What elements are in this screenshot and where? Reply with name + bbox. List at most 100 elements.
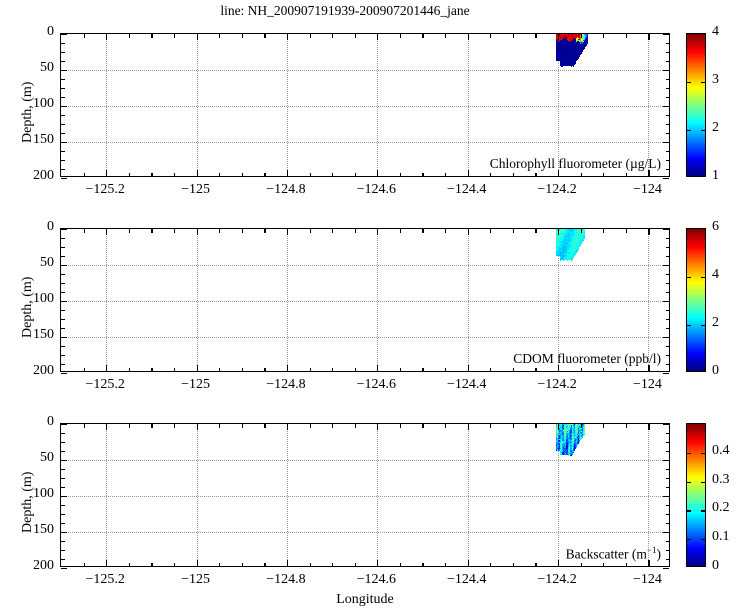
colorbar-tick xyxy=(687,82,691,84)
x-tick-major xyxy=(196,34,198,40)
x-tick-minor xyxy=(173,34,176,38)
gridline-vertical xyxy=(106,34,108,176)
y-tick-major xyxy=(663,424,669,426)
y-tick-major xyxy=(663,178,669,180)
y-tick-major xyxy=(663,373,669,375)
panel-annotation-1: Chlorophyll fluorometer (µg/L) xyxy=(489,156,661,171)
axes-frame-2: CDOM fluorometer (ppb/l) xyxy=(60,228,670,375)
y-tick-label: 50 xyxy=(40,450,54,465)
gridline-vertical xyxy=(648,229,650,371)
x-tick-minor xyxy=(173,229,176,233)
x-tick-minor xyxy=(603,367,605,371)
x-tick-minor xyxy=(512,562,515,566)
x-tick-minor xyxy=(603,424,605,428)
y-tick-minor xyxy=(665,79,669,81)
x-tick-minor xyxy=(625,367,627,371)
y-tick-minor xyxy=(665,169,669,171)
x-tick-label: −124.4 xyxy=(446,572,487,587)
x-tick-major xyxy=(558,229,560,235)
x-tick-major xyxy=(286,424,289,430)
x-tick-major xyxy=(106,34,108,40)
x-tick-minor xyxy=(219,229,221,233)
y-tick-minor xyxy=(665,310,669,312)
y-tick-label: 50 xyxy=(40,60,54,75)
y-tick-major xyxy=(61,301,67,303)
x-tick-label: −124 xyxy=(632,182,662,197)
x-tick-major xyxy=(648,170,650,176)
x-tick-minor xyxy=(128,562,130,566)
colorbar-tick-label: 1 xyxy=(712,168,719,183)
x-tick-minor xyxy=(309,424,311,428)
gridline-horizontal xyxy=(61,301,669,302)
y-tick-major xyxy=(61,460,67,462)
x-tick-major xyxy=(106,424,108,430)
x-tick-minor xyxy=(354,34,356,38)
x-tick-minor xyxy=(332,562,334,566)
plot-panel-2: CDOM fluorometer (ppb/l) xyxy=(60,228,670,375)
y-tick-minor xyxy=(61,160,65,162)
x-tick-minor xyxy=(445,562,447,566)
x-tick-label: −124.8 xyxy=(266,182,306,197)
y-tick-minor xyxy=(61,43,65,45)
x-tick-major xyxy=(467,170,469,176)
y-tick-minor xyxy=(61,247,65,249)
x-tick-major xyxy=(648,424,650,430)
x-tick-minor xyxy=(173,367,176,371)
y-tick-minor xyxy=(61,238,65,240)
x-tick-minor xyxy=(151,367,153,371)
x-tick-minor xyxy=(309,562,311,566)
colorbar-1 xyxy=(686,33,706,177)
y-tick-minor xyxy=(665,523,669,525)
y-tick-minor xyxy=(665,292,669,294)
x-tick-major xyxy=(286,365,289,371)
x-tick-major xyxy=(377,560,379,566)
gridline-vertical xyxy=(467,229,469,371)
y-tick-label: 100 xyxy=(33,291,54,306)
x-tick-minor xyxy=(264,229,266,233)
x-tick-label: −124.6 xyxy=(356,182,396,197)
x-tick-minor xyxy=(83,562,85,566)
y-tick-label: 100 xyxy=(33,486,54,501)
gridline-vertical xyxy=(106,229,108,371)
y-tick-minor xyxy=(665,328,669,330)
y-tick-label: 150 xyxy=(33,327,54,342)
colorbar-tick-label: 4 xyxy=(712,267,719,282)
x-tick-minor xyxy=(354,229,356,233)
x-tick-major xyxy=(286,560,289,566)
gridline-vertical xyxy=(648,34,650,176)
x-tick-label: −125 xyxy=(181,572,210,587)
axes-frame-3: Backscatter (m−1) xyxy=(60,423,670,570)
x-tick-minor xyxy=(241,34,243,38)
y-tick-minor xyxy=(61,469,65,471)
y-tick-minor xyxy=(665,346,669,348)
x-tick-minor xyxy=(173,424,176,428)
x-tick-minor xyxy=(241,562,243,566)
x-tick-minor xyxy=(173,562,176,566)
y-tick-minor xyxy=(61,292,65,294)
x-tick-label: −124.2 xyxy=(537,182,577,197)
gridline-vertical xyxy=(196,229,198,371)
gridline-vertical xyxy=(196,424,198,566)
y-tick-major xyxy=(61,265,67,267)
colorbar-tick xyxy=(701,539,705,541)
x-tick-minor xyxy=(625,229,627,233)
y-tick-minor xyxy=(61,442,65,444)
x-tick-minor xyxy=(422,172,424,176)
y-tick-major xyxy=(663,70,669,72)
gridline-vertical xyxy=(106,424,108,566)
gridline-vertical xyxy=(286,34,288,176)
y-tick-minor xyxy=(61,169,65,171)
data-patch-2 xyxy=(556,229,585,261)
axes-frame-1: Chlorophyll fluorometer (µg/L) xyxy=(60,33,670,180)
x-tick-minor xyxy=(332,424,334,428)
x-tick-minor xyxy=(354,367,356,371)
gridline-horizontal xyxy=(61,265,669,266)
y-tick-minor xyxy=(61,355,65,357)
x-tick-minor xyxy=(580,172,582,176)
x-tick-minor xyxy=(219,172,221,176)
x-tick-minor xyxy=(625,34,627,38)
y-tick-minor xyxy=(665,52,669,54)
y-tick-minor xyxy=(61,523,65,525)
y-tick-minor xyxy=(665,274,669,276)
data-patch-3 xyxy=(556,424,585,456)
